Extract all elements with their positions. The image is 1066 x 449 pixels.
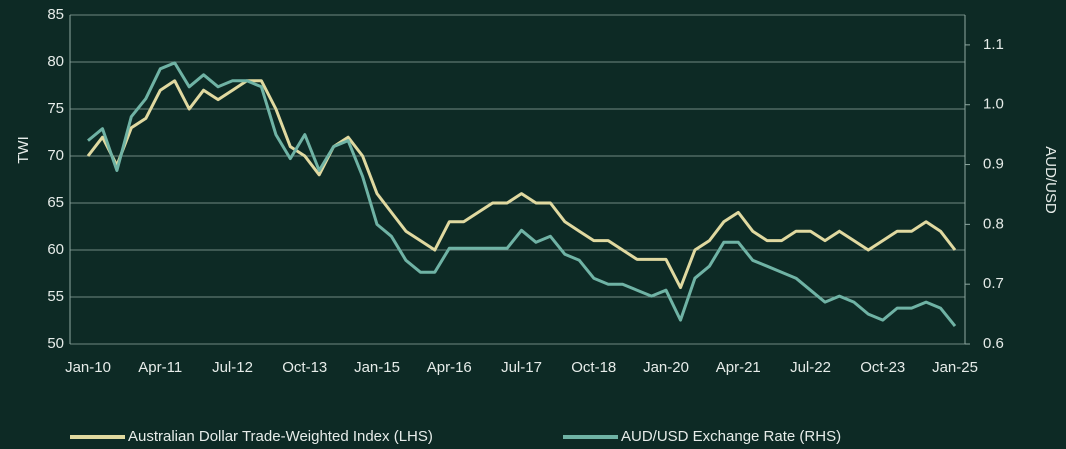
x-tick-label: Oct-18 — [571, 359, 616, 376]
y2-tick-label: 1.1 — [983, 36, 1004, 53]
y-tick-label: 65 — [47, 194, 64, 211]
data-line — [86, 79, 957, 290]
y2-axis-label: AUD/USD — [1042, 146, 1059, 214]
y2-tick-label: 0.6 — [983, 335, 1004, 352]
x-tick-label: Jul-12 — [212, 359, 253, 376]
legend-label: AUD/USD Exchange Rate (RHS) — [621, 428, 841, 445]
y-tick-label: 60 — [47, 241, 64, 258]
legend-label: Australian Dollar Trade-Weighted Index (… — [128, 428, 433, 445]
y-tick-label: 55 — [47, 288, 64, 305]
x-tick-label: Apr-21 — [716, 359, 761, 376]
y-tick-label: 50 — [47, 335, 64, 352]
x-tick-label: Apr-11 — [138, 359, 182, 376]
x-tick-label: Jan-25 — [932, 359, 978, 376]
y-tick-label: 75 — [47, 100, 64, 117]
x-tick-label: Apr-16 — [427, 359, 472, 376]
x-tick-label: Jan-15 — [354, 359, 400, 376]
x-tick-label: Oct-23 — [860, 359, 905, 376]
y2-tick-label: 1.0 — [983, 96, 1004, 113]
x-tick-label: Jul-22 — [790, 359, 831, 376]
y-tick-label: 85 — [47, 6, 64, 23]
y2-tick-label: 0.8 — [983, 215, 1004, 232]
y2-tick-label: 0.9 — [983, 156, 1004, 173]
y-axis-label: TWI — [15, 136, 32, 164]
x-tick-label: Jan-10 — [65, 359, 111, 376]
x-tick-label: Jan-20 — [643, 359, 689, 376]
x-tick-label: Jul-17 — [501, 359, 542, 376]
y-tick-label: 80 — [47, 53, 64, 70]
x-tick-label: Oct-13 — [282, 359, 327, 376]
y-tick-label: 70 — [47, 147, 64, 164]
data-line — [87, 61, 957, 328]
y2-tick-label: 0.7 — [983, 275, 1004, 292]
